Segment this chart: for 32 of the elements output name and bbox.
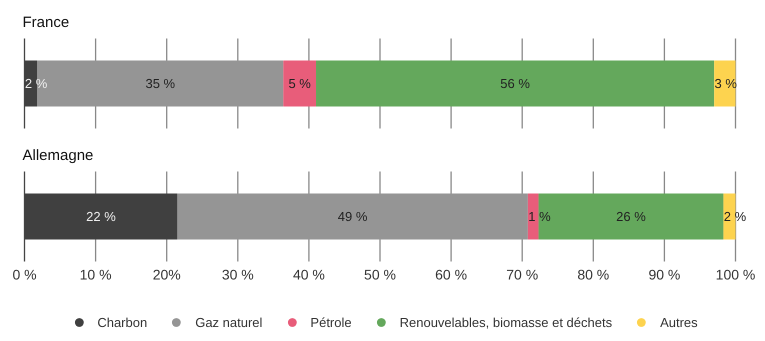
data-label: 22 % <box>86 209 116 224</box>
chart-title: Allemagne <box>22 147 94 164</box>
x-tick-label: 30 % <box>222 266 254 282</box>
x-tick-label: 20% <box>152 266 181 282</box>
chart-title: France <box>22 14 70 31</box>
bar <box>528 194 539 240</box>
bar <box>37 60 284 106</box>
bar <box>723 194 736 240</box>
legend-label: Autres <box>660 314 698 330</box>
legend-label: Charbon <box>97 314 148 330</box>
bar <box>316 60 714 106</box>
data-label: 56 % <box>500 76 530 91</box>
x-tick-label: 50 % <box>364 266 396 282</box>
x-tick-label: 0 % <box>12 266 37 282</box>
bar <box>177 194 528 240</box>
x-tick-label: 90 % <box>648 266 680 282</box>
legend-label: Pétrole <box>310 314 352 330</box>
bar <box>283 60 316 106</box>
x-tick-label: 80 % <box>577 266 610 282</box>
data-label: 1 % <box>528 209 552 224</box>
x-tick-label: 10 % <box>80 266 112 282</box>
data-label: 26 % <box>616 209 646 224</box>
legend-label: Renouvelables, biomasse et déchets <box>400 314 612 330</box>
x-tick-label: 40 % <box>292 266 325 282</box>
data-label: 49 % <box>338 209 368 224</box>
data-label: 35 % <box>145 76 176 91</box>
x-tick-label: 70 % <box>506 266 538 282</box>
x-tick-label: 100 % <box>716 266 756 282</box>
legend-label: Gaz naturel <box>195 314 262 330</box>
bar <box>538 194 724 240</box>
x-tick-label: 60 % <box>435 266 468 282</box>
data-label: 5 % <box>288 76 312 91</box>
